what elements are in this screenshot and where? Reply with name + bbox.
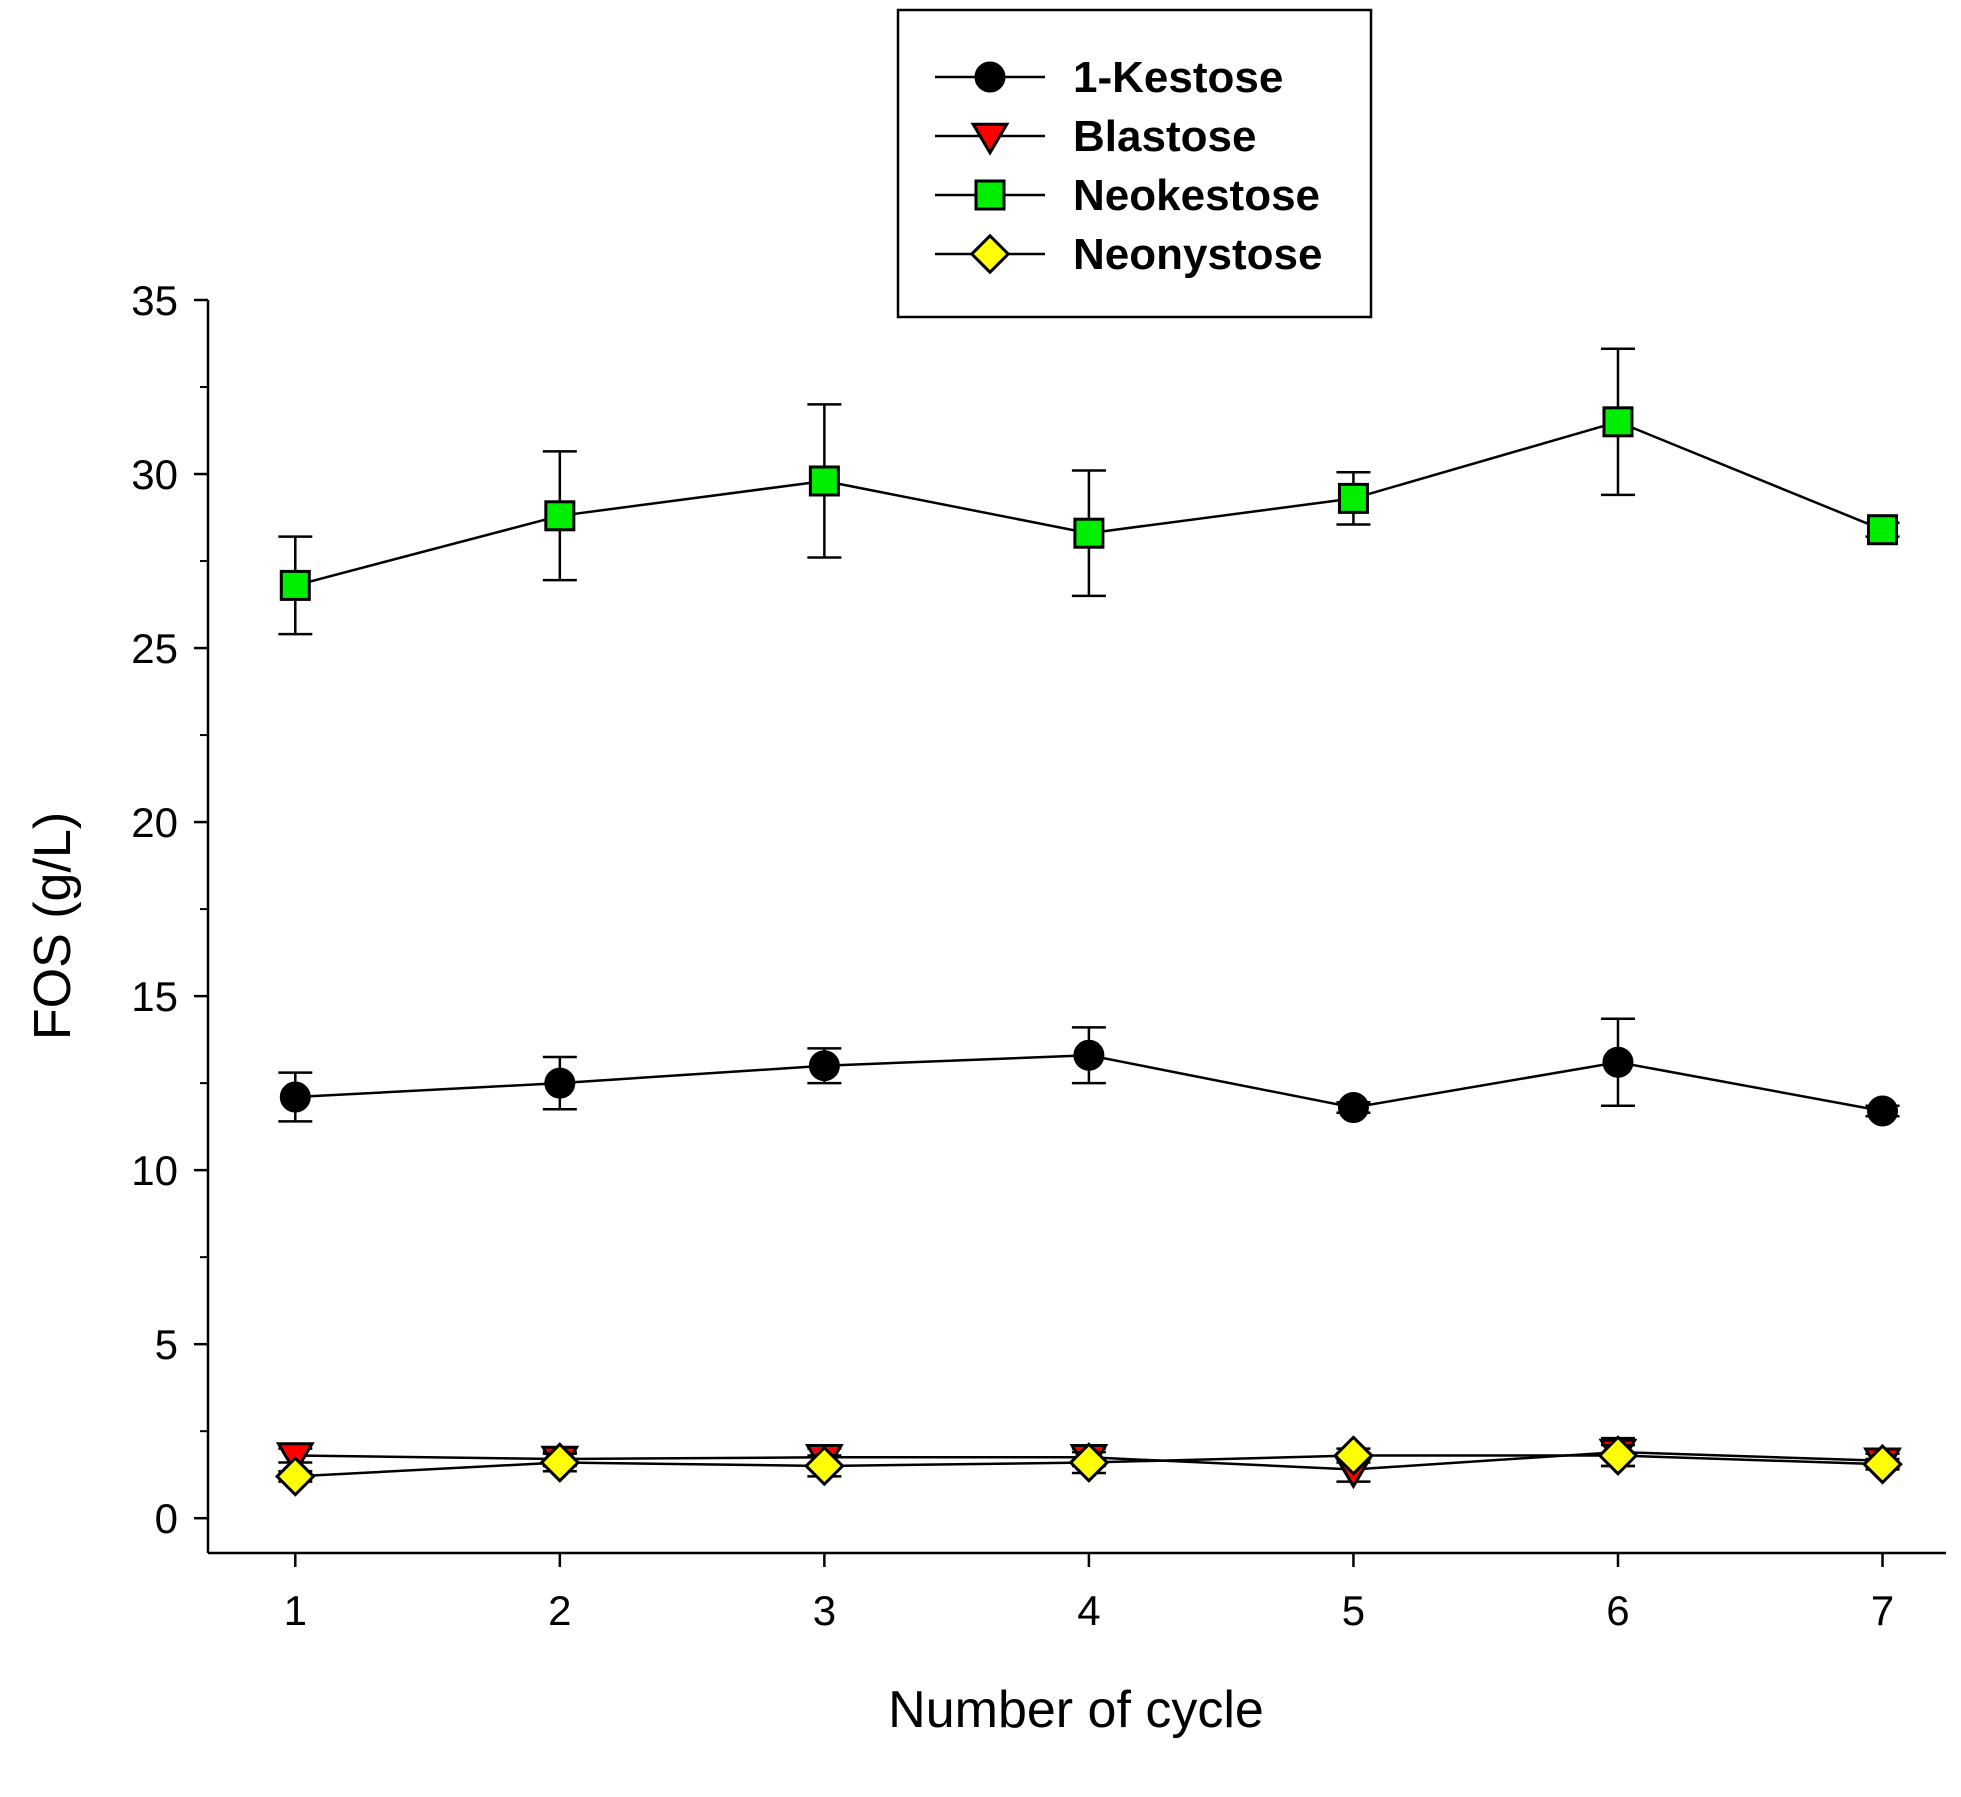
plot-area: 0 5 10 15 20 25 30 35 1 2 3 4 5 6 7 — [131, 277, 1946, 1634]
data-point — [1337, 482, 1369, 514]
legend-item-neonystose: Neonystose — [935, 230, 1322, 279]
y-tick-label: 20 — [131, 799, 178, 846]
legend-item-1-kestose: 1-Kestose — [935, 53, 1283, 102]
data-point — [1597, 1435, 1639, 1476]
legend-label: Neokestose — [1073, 171, 1320, 220]
x-ticks: 1 2 3 4 5 6 7 — [284, 1553, 1894, 1634]
x-tick-label: 6 — [1606, 1587, 1629, 1634]
x-tick-label: 2 — [548, 1587, 571, 1634]
data-point — [1073, 1039, 1105, 1071]
y-tick-label: 15 — [131, 973, 178, 1020]
y-tick-label: 0 — [155, 1495, 178, 1542]
data-point — [804, 1445, 845, 1487]
data-point — [1073, 517, 1105, 549]
data-point — [1333, 1435, 1374, 1476]
series-neokestose — [278, 347, 1900, 636]
y-tick-label: 5 — [155, 1321, 178, 1368]
legend-label: Neonystose — [1073, 230, 1322, 279]
y-tick-label: 25 — [131, 625, 178, 672]
series-1-kestose — [278, 1017, 1900, 1127]
data-point — [539, 1442, 581, 1483]
data-point — [808, 465, 840, 497]
legend-marker — [974, 179, 1006, 211]
data-point — [279, 1081, 311, 1113]
data-point — [1337, 1091, 1369, 1123]
legend-marker — [970, 122, 1010, 156]
y-axis-title: FOS (g/L) — [24, 812, 82, 1040]
data-point — [808, 1050, 840, 1082]
series-layer — [274, 347, 1903, 1497]
series-neonystose — [274, 1435, 1903, 1497]
x-tick-label: 7 — [1871, 1587, 1894, 1634]
data-point — [1867, 514, 1899, 546]
legend-item-blastose: Blastose — [935, 112, 1256, 161]
y-tick-label: 10 — [131, 1147, 178, 1194]
y-tick-label: 35 — [131, 277, 178, 324]
legend: 1-Kestose Blastose Neokestose Neonystose — [896, 8, 1373, 319]
data-point — [1068, 1442, 1110, 1483]
legend-label: 1-Kestose — [1073, 53, 1283, 102]
data-point — [274, 1456, 316, 1497]
x-tick-label: 5 — [1342, 1587, 1365, 1634]
x-tick-label: 3 — [813, 1587, 836, 1634]
data-point — [1602, 1046, 1634, 1078]
x-tick-label: 4 — [1077, 1587, 1100, 1634]
data-point — [544, 500, 576, 532]
data-point — [279, 569, 311, 601]
legend-label: Blastose — [1073, 112, 1256, 161]
y-tick-label: 30 — [131, 451, 178, 498]
data-point — [1602, 406, 1634, 438]
y-ticks: 0 5 10 15 20 25 30 35 — [131, 277, 208, 1542]
legend-marker — [974, 61, 1006, 93]
legend-entries: 1-Kestose Blastose Neokestose Neonystose — [935, 53, 1322, 279]
x-axis-title: Number of cycle — [888, 1681, 1264, 1739]
data-point — [544, 1067, 576, 1099]
data-point — [1862, 1443, 1903, 1485]
data-point — [1867, 1095, 1899, 1127]
legend-item-neokestose: Neokestose — [935, 171, 1320, 220]
legend-box — [896, 8, 1373, 319]
x-tick-label: 1 — [284, 1587, 307, 1634]
legend-marker — [969, 233, 1011, 275]
